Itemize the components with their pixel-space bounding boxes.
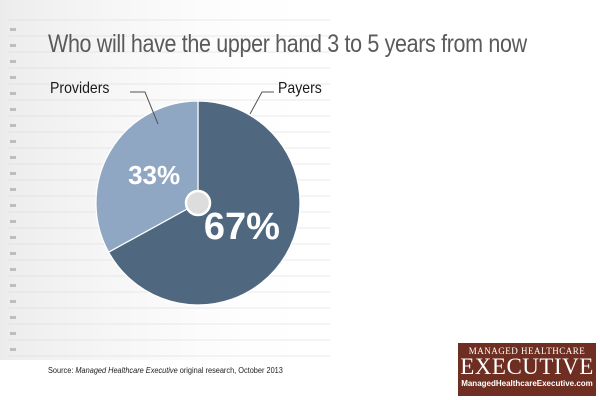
- brand-logo: MANAGED HEALTHCARE EXECUTIVE ManagedHeal…: [458, 343, 596, 396]
- brand-url: ManagedHealthcareExecutive.com: [461, 379, 593, 388]
- paper-tear-mark: [10, 28, 16, 31]
- paper-tear-mark: [10, 156, 16, 159]
- paper-tear-mark: [10, 316, 16, 319]
- brand-logo-main: EXECUTIVE: [460, 354, 594, 379]
- pie-label-payers: 67%: [204, 206, 280, 248]
- legend-label-payers: Payers: [278, 80, 322, 97]
- source-note: Source: Managed Healthcare Executive ori…: [48, 366, 283, 375]
- legend-label-providers: Providers: [50, 80, 110, 97]
- paper-tear-mark: [10, 204, 16, 207]
- paper-tear-mark: [10, 252, 16, 255]
- source-publication: Managed Healthcare Executive: [75, 366, 178, 375]
- paper-tear-mark: [10, 92, 16, 95]
- brand-logo-top: MANAGED HEALTHCARE: [468, 346, 586, 356]
- paper-tear-mark: [10, 220, 16, 223]
- paper-tear-mark: [10, 268, 16, 271]
- paper-tear-mark: [10, 76, 16, 79]
- paper-tear-mark: [10, 332, 16, 335]
- paper-tear-mark: [10, 172, 16, 175]
- paper-tear-mark: [10, 300, 16, 303]
- pie-slice-providers: [95, 100, 199, 253]
- leader-line-providers: [130, 91, 159, 125]
- source-suffix: original research, October 2013: [177, 366, 283, 375]
- leader-line-payers: [249, 91, 274, 115]
- source-prefix: Source:: [48, 366, 76, 375]
- paper-tear-mark: [10, 60, 16, 63]
- paper-tear-mark: [10, 44, 16, 47]
- paper-tear-mark: [10, 140, 16, 143]
- paper-tear-mark: [10, 108, 16, 111]
- paper-tear-mark: [10, 284, 16, 287]
- paper-tear-mark: [10, 188, 16, 191]
- chart-title: Who will have the upper hand 3 to 5 year…: [48, 30, 527, 58]
- pie-center-dot: [184, 189, 212, 217]
- paper-tear-mark: [10, 124, 16, 127]
- paper-tear-mark: [10, 348, 16, 351]
- pie-label-providers: 33%: [128, 160, 180, 190]
- paper-tear-mark: [10, 236, 16, 239]
